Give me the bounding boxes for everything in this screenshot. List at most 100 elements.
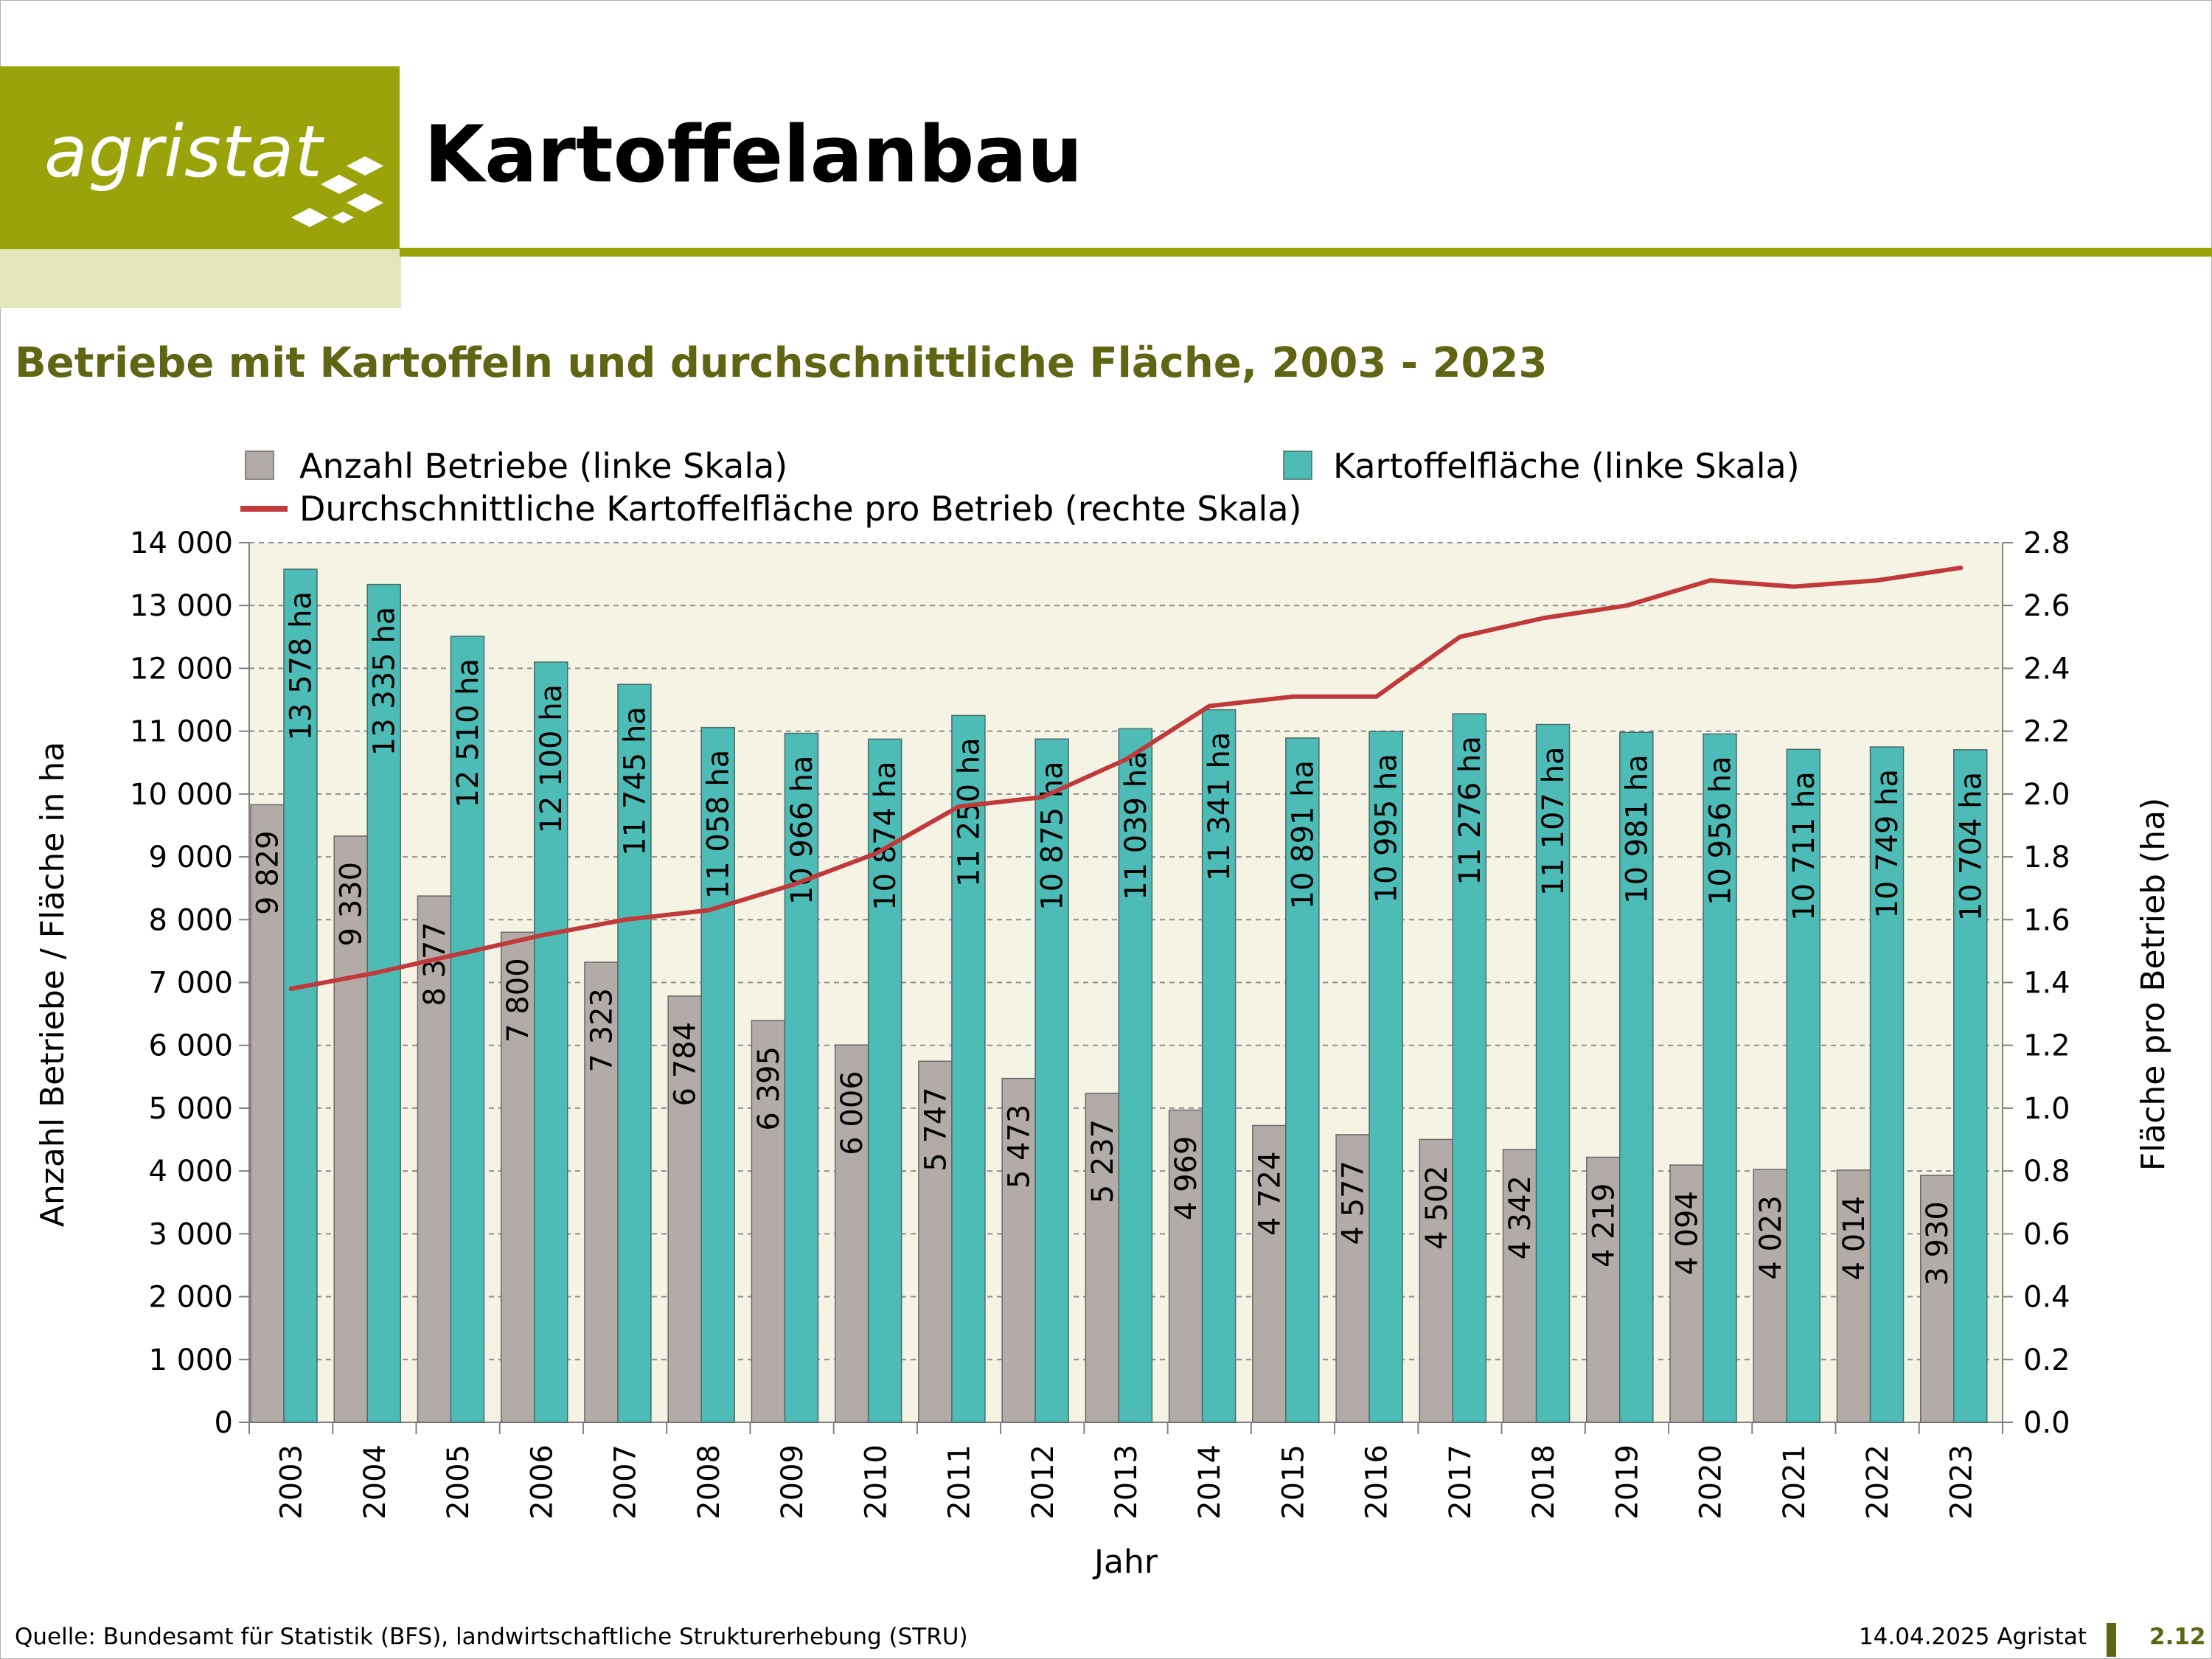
x-tick-label: 2010 — [859, 1444, 893, 1520]
y-tick-label-left: 4 000 — [148, 1155, 233, 1189]
x-tick-label: 2021 — [1778, 1444, 1812, 1520]
legend-label-line: Durchschnittliche Kartoffelfläche pro Be… — [299, 489, 1301, 529]
y-tick-label-right: 1.4 — [2023, 967, 2070, 1001]
bar-betriebe — [918, 1060, 953, 1423]
bar-label-flaeche: 13 578 ha — [285, 591, 319, 741]
bar-label-betriebe: 4 502 — [1420, 1165, 1454, 1250]
bar-label-flaeche: 11 341 ha — [1203, 732, 1237, 882]
bar-flaeche — [1786, 748, 1821, 1423]
bar-label-flaeche: 10 749 ha — [1871, 769, 1905, 919]
line-point — [539, 933, 544, 938]
bar-label-flaeche: 10 875 ha — [1036, 761, 1070, 911]
line-point — [790, 883, 795, 888]
y-tick-label-left: 11 000 — [130, 715, 233, 749]
chart-subtitle: Betriebe mit Kartoffeln und durchschnitt… — [15, 339, 1548, 387]
y-tick-label-right: 2.0 — [2023, 778, 2070, 812]
y-tick-label-right: 0.2 — [2023, 1343, 2070, 1377]
line-point — [456, 952, 461, 957]
x-tick-label: 2014 — [1193, 1444, 1227, 1520]
bar-flaeche — [533, 661, 568, 1423]
y-tick-label-right: 2.4 — [2023, 652, 2070, 686]
bar-label-betriebe: 4 342 — [1503, 1175, 1537, 1260]
y-tick-label-left: 12 000 — [130, 652, 233, 686]
line-point — [1374, 694, 1379, 699]
x-tick-label: 2009 — [776, 1444, 810, 1520]
x-tick-label: 2023 — [1944, 1444, 1978, 1520]
bar-flaeche — [1034, 738, 1069, 1423]
x-tick-label: 2022 — [1861, 1444, 1895, 1520]
line-point — [873, 851, 878, 856]
legend-label-flaeche: Kartoffelfläche (linke Skala) — [1333, 446, 1800, 486]
x-tick-label: 2003 — [275, 1444, 309, 1520]
y-tick-label-right: 1.6 — [2023, 903, 2070, 937]
bar-label-flaeche: 11 107 ha — [1537, 747, 1571, 897]
x-tick-label: 2017 — [1444, 1444, 1478, 1520]
bar-label-flaeche: 10 956 ha — [1704, 756, 1738, 905]
line-point — [1958, 566, 1964, 571]
bar-flaeche — [1869, 746, 1905, 1423]
y-tick-label-left: 3 000 — [148, 1217, 233, 1251]
footer-source: Quelle: Bundesamt für Statistik (BFS), l… — [15, 1624, 968, 1650]
x-tick-label: 2006 — [525, 1444, 559, 1520]
bar-flaeche — [1118, 728, 1153, 1423]
bar-label-betriebe: 5 747 — [919, 1087, 953, 1172]
bar-label-betriebe: 9 330 — [335, 862, 369, 947]
line-point — [1290, 694, 1295, 699]
y-tick-label-right: 0.8 — [2023, 1155, 2070, 1189]
y-axis-title-left: Anzahl Betriebe / Fläche in ha — [34, 742, 72, 1227]
bar-label-flaeche: 10 874 ha — [869, 761, 902, 911]
y-tick-label-left: 5 000 — [148, 1092, 233, 1126]
y-tick-label-right: 2.6 — [2023, 589, 2070, 623]
y-tick-label-right: 0.0 — [2023, 1406, 2070, 1440]
footer-divider — [2107, 1623, 2116, 1657]
bar-label-flaeche: 11 745 ha — [618, 706, 652, 856]
y-tick-label-left: 8 000 — [148, 903, 233, 937]
y-tick-label-left: 1 000 — [148, 1343, 233, 1377]
bar-flaeche — [700, 726, 735, 1423]
line-point — [1124, 757, 1128, 762]
y-tick-label-right: 1.2 — [2023, 1029, 2070, 1063]
bar-betriebe — [1168, 1109, 1203, 1423]
x-tick-label: 2013 — [1110, 1444, 1144, 1520]
bar-flaeche — [1619, 731, 1654, 1423]
bar-label-betriebe: 4 969 — [1169, 1136, 1203, 1221]
bar-betriebe — [1836, 1169, 1871, 1423]
bar-flaeche — [1535, 723, 1571, 1423]
x-tick-label: 2020 — [1694, 1444, 1728, 1520]
bar-label-betriebe: 4 219 — [1587, 1183, 1621, 1267]
y-tick-label-right: 1.0 — [2023, 1092, 2070, 1126]
bar-flaeche — [283, 568, 318, 1423]
bar-label-betriebe: 5 237 — [1086, 1119, 1120, 1204]
line-point — [1040, 795, 1045, 800]
x-tick-label: 2008 — [692, 1444, 726, 1520]
bar-label-flaeche: 10 704 ha — [1954, 772, 1988, 922]
bar-label-betriebe: 9 829 — [251, 830, 285, 915]
line-point — [1875, 578, 1880, 583]
bar-label-betriebe: 4 023 — [1754, 1195, 1788, 1280]
bar-flaeche — [450, 636, 485, 1423]
bar-label-flaeche: 10 995 ha — [1370, 754, 1404, 903]
bar-label-flaeche: 13 335 ha — [368, 607, 402, 757]
bar-label-betriebe: 4 724 — [1253, 1151, 1287, 1236]
bar-flaeche — [1953, 749, 1988, 1423]
logo-panel — [0, 66, 400, 249]
y-tick-label-left: 7 000 — [148, 967, 233, 1001]
chart: 0 1 000 2 000 3 000 4 000 5 000 6 000 7 000 8 00… — [34, 446, 2172, 1581]
logo-underlay — [0, 249, 401, 308]
bar-label-betriebe: 7 800 — [501, 958, 535, 1043]
bar-label-betriebe: 3 930 — [1921, 1201, 1955, 1286]
line-point — [1541, 616, 1546, 621]
bar-label-flaeche: 10 711 ha — [1787, 771, 1821, 921]
bar-betriebe — [667, 995, 702, 1423]
line-point — [706, 908, 711, 913]
bar-betriebe — [250, 804, 285, 1423]
footer-date: 14.04.2025 Agristat — [1858, 1624, 2087, 1650]
bar-flaeche — [951, 714, 986, 1423]
y-tick-label-left: 14 000 — [130, 526, 233, 560]
y-axis-title-right: Fläche pro Betrieb (ha) — [2135, 798, 2172, 1172]
bar-betriebe — [834, 1044, 869, 1423]
logo-diamond-icon — [291, 156, 383, 227]
legend-swatch-flaeche — [1283, 451, 1312, 480]
x-tick-label: 2004 — [358, 1444, 392, 1520]
bar-betriebe — [333, 835, 368, 1423]
